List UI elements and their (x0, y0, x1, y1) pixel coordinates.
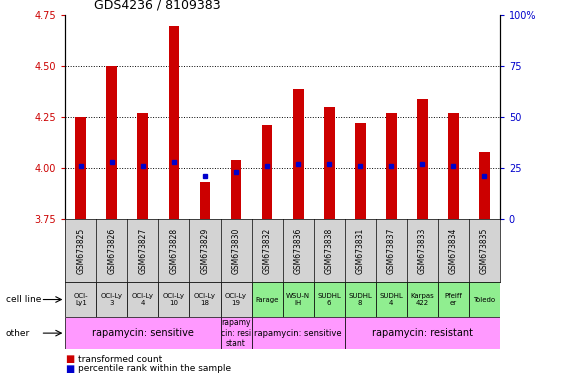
Text: OCI-Ly
3: OCI-Ly 3 (101, 293, 123, 306)
Bar (137, 113, 148, 219)
Bar (65, 317, 220, 349)
Text: GSM673827: GSM673827 (139, 227, 148, 274)
Bar (220, 282, 252, 317)
Text: rapamycin: sensitive: rapamycin: sensitive (254, 329, 342, 338)
Bar (158, 282, 190, 317)
Text: SUDHL
4: SUDHL 4 (379, 293, 403, 306)
Text: GSM673825: GSM673825 (76, 227, 85, 274)
Bar (345, 317, 500, 349)
Bar (355, 123, 366, 219)
Bar (199, 182, 210, 219)
Text: OCI-Ly
19: OCI-Ly 19 (225, 293, 247, 306)
Bar (262, 125, 273, 219)
Text: other: other (6, 329, 30, 338)
Text: OCI-Ly
10: OCI-Ly 10 (163, 293, 185, 306)
Text: GSM673826: GSM673826 (107, 227, 116, 274)
Text: SUDHL
8: SUDHL 8 (348, 293, 372, 306)
Bar (479, 152, 490, 219)
Text: GSM673828: GSM673828 (169, 227, 178, 274)
Text: rapamycin: sensitive: rapamycin: sensitive (92, 328, 194, 338)
Text: OCI-Ly
18: OCI-Ly 18 (194, 293, 216, 306)
Text: GDS4236 / 8109383: GDS4236 / 8109383 (94, 0, 220, 12)
Bar (469, 282, 500, 317)
Text: GSM673835: GSM673835 (480, 227, 489, 274)
Bar (231, 160, 241, 219)
Bar (252, 317, 345, 349)
Bar (314, 282, 345, 317)
Text: GSM673837: GSM673837 (387, 227, 396, 274)
Text: rapamycin: resistant: rapamycin: resistant (371, 328, 473, 338)
Text: Farage: Farage (256, 296, 279, 303)
Bar (220, 317, 252, 349)
Text: percentile rank within the sample: percentile rank within the sample (78, 364, 231, 373)
Text: Karpas
422: Karpas 422 (410, 293, 434, 306)
Bar (438, 282, 469, 317)
Bar (407, 282, 438, 317)
Text: GSM673829: GSM673829 (201, 227, 210, 274)
Bar (65, 282, 97, 317)
Text: GSM673834: GSM673834 (449, 227, 458, 274)
Text: ■: ■ (65, 354, 74, 364)
Text: Toledo: Toledo (473, 296, 495, 303)
Text: rapamy
cin: resi
stant: rapamy cin: resi stant (221, 318, 251, 348)
Bar (252, 282, 283, 317)
Bar (345, 282, 375, 317)
Text: WSU-N
IH: WSU-N IH (286, 293, 310, 306)
Bar (76, 117, 86, 219)
Bar (106, 66, 118, 219)
Text: GSM673832: GSM673832 (262, 227, 272, 274)
Text: GSM673833: GSM673833 (417, 227, 427, 274)
Text: Pfeiff
er: Pfeiff er (444, 293, 462, 306)
Bar (417, 99, 428, 219)
Text: transformed count: transformed count (78, 354, 162, 364)
Text: GSM673831: GSM673831 (356, 227, 365, 274)
Text: GSM673838: GSM673838 (325, 227, 333, 274)
Bar (375, 282, 407, 317)
Bar (293, 89, 303, 219)
Text: OCI-
Ly1: OCI- Ly1 (73, 293, 88, 306)
Text: GSM673830: GSM673830 (232, 227, 240, 274)
Text: OCI-Ly
4: OCI-Ly 4 (132, 293, 154, 306)
Text: GSM673836: GSM673836 (294, 227, 303, 274)
Bar (97, 282, 127, 317)
Text: ■: ■ (65, 364, 74, 374)
Bar (324, 107, 335, 219)
Text: SUDHL
6: SUDHL 6 (317, 293, 341, 306)
Bar (448, 113, 459, 219)
Text: cell line: cell line (6, 295, 41, 304)
Bar (386, 113, 396, 219)
Bar (169, 25, 179, 219)
Bar (283, 282, 314, 317)
Bar (127, 282, 158, 317)
Bar (190, 282, 220, 317)
